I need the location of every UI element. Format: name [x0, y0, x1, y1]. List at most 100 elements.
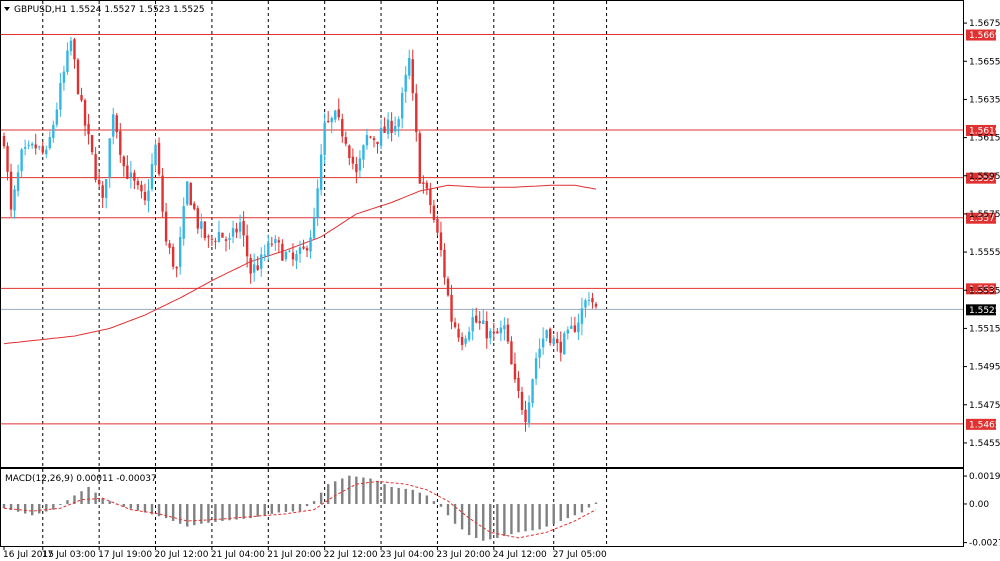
horizontal-levels[interactable]: 1.5669 1.5619 1.5594 1.5573 1.5536 1.5465 — [1, 29, 1000, 431]
macd-bar — [355, 476, 358, 504]
candle-body — [20, 149, 23, 172]
triangle-down-icon[interactable] — [4, 7, 10, 11]
candle-body — [580, 308, 584, 324]
macd-bar — [397, 487, 400, 504]
candle-body — [460, 337, 464, 345]
macd-bar — [30, 503, 34, 516]
candle-body — [175, 267, 178, 269]
candle-body — [245, 235, 249, 257]
macd-bar — [482, 503, 485, 541]
candle-body — [376, 141, 379, 145]
level-price-tag — [966, 172, 996, 184]
candle-body — [591, 298, 594, 303]
candle-body — [418, 133, 422, 184]
macd-bar — [531, 503, 534, 531]
x-tick-label: 27 Jul 05:00 — [553, 550, 607, 560]
candle-body — [157, 142, 161, 175]
candle-body — [189, 182, 192, 206]
candle-body — [256, 265, 259, 270]
candle-body — [524, 409, 527, 423]
candle-body — [186, 181, 189, 205]
candle-body — [559, 341, 562, 353]
macd-bar — [439, 503, 443, 507]
macd-bar — [277, 503, 281, 513]
candle-body — [506, 324, 510, 342]
candle-body — [80, 95, 83, 101]
candle-body — [471, 317, 474, 332]
macd-bar — [573, 503, 577, 516]
candle-body — [182, 206, 185, 239]
candle-body — [133, 172, 136, 181]
candle-body — [119, 131, 122, 155]
x-tick-label: 21 Jul 04:00 — [211, 550, 265, 560]
macd-bar — [489, 503, 492, 540]
macd-bar — [186, 503, 189, 527]
price-chart-frame — [0, 0, 964, 468]
candle-body — [326, 120, 330, 122]
level-price-label: 1.5536 — [969, 285, 1000, 295]
macd-bar — [411, 489, 414, 504]
macd-bar — [249, 503, 252, 519]
x-tick-label: 17 Jul 19:00 — [98, 550, 152, 560]
macd-bar — [200, 503, 203, 524]
candle-body — [566, 329, 570, 334]
macd-bar — [545, 503, 548, 527]
macd-bar — [143, 503, 147, 513]
candle-body — [62, 71, 66, 83]
candle-body — [425, 182, 429, 189]
candle-body — [143, 191, 147, 201]
x-tick-label: 24 Jul 12:00 — [493, 550, 547, 560]
macd-bar — [171, 503, 175, 521]
candle-body — [38, 146, 41, 148]
level-price-label: 1.5619 — [969, 126, 1000, 136]
ohlc-values: 1.5524 1.5527 1.5523 1.5525 — [70, 5, 205, 15]
candle-body — [161, 175, 164, 212]
macd-bar — [580, 503, 584, 513]
macd-bar — [122, 503, 126, 507]
macd-bar — [66, 500, 69, 504]
x-tick-label: 20 Jul 12:00 — [155, 550, 209, 560]
candle-body — [453, 322, 457, 328]
candle-body — [295, 254, 298, 261]
y-tick-label: 1.5475 — [969, 401, 1000, 411]
candle-body — [203, 221, 207, 238]
candle-body — [73, 39, 76, 60]
candle-body — [122, 156, 126, 167]
y-tick-label: 1.5595 — [969, 172, 1000, 182]
macd-bar — [474, 503, 478, 538]
candle-body — [126, 165, 129, 179]
candle-body — [390, 120, 393, 133]
candle-body — [492, 332, 496, 334]
candle-body — [351, 156, 355, 164]
candle-body — [129, 172, 133, 178]
candle-body — [362, 145, 365, 160]
candle-body — [196, 208, 200, 229]
candle-body — [577, 322, 580, 333]
y-tick-label: 1.5615 — [969, 134, 1000, 144]
candle-body — [570, 325, 573, 329]
candle-body — [298, 247, 302, 254]
y-tick-label: 1.5455 — [969, 439, 1000, 449]
candle-body — [210, 238, 214, 240]
x-tick-label: 22 Jul 12:00 — [324, 550, 378, 560]
macd-bar — [164, 503, 168, 519]
candle-body — [16, 172, 20, 192]
candle-body — [76, 59, 80, 94]
candle-body — [563, 333, 566, 355]
candle-body — [478, 321, 481, 324]
candle-body — [267, 242, 270, 256]
candle-body — [411, 59, 414, 94]
candle-body — [83, 100, 87, 126]
candle-body — [52, 124, 55, 138]
macd-bar — [129, 503, 133, 509]
macd-bar — [425, 495, 429, 504]
level-price-tag — [966, 212, 996, 224]
macd-bar — [221, 503, 224, 521]
level-price-label: 1.5573 — [969, 214, 1000, 224]
candle-body — [30, 143, 34, 146]
candle-body — [231, 228, 235, 237]
y-tick-label: 1.5555 — [969, 248, 1000, 258]
macd-bar — [312, 501, 316, 504]
candle-body — [115, 115, 118, 133]
